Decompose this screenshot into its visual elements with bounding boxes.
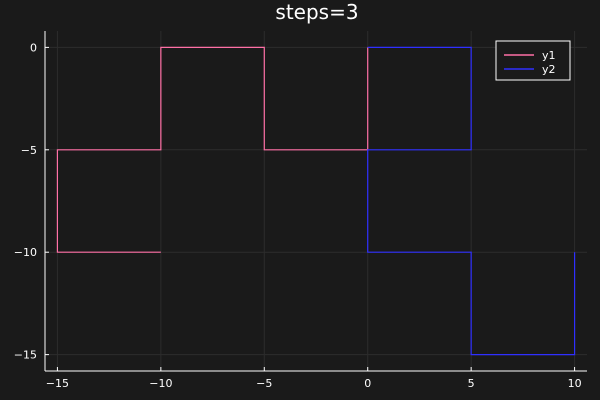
x-tick-label: −10 [149, 377, 172, 390]
legend-box [495, 40, 571, 81]
x-tick-label: 10 [568, 377, 582, 390]
series-line-y2 [367, 46, 576, 356]
data-series [56, 46, 576, 356]
chart-title: steps=3 [275, 0, 358, 24]
axes: −15 −10 −5 0 5 10 0 −5 −10 −15 [14, 31, 587, 390]
series-line-y1 [56, 46, 369, 253]
y-tick-label: 0 [30, 41, 37, 54]
x-tick-label: 0 [364, 377, 371, 390]
x-tick-label: −5 [256, 377, 272, 390]
y-tick-label: −15 [14, 349, 37, 362]
x-tick-label: −15 [46, 377, 69, 390]
legend-label-y2: y2 [542, 63, 556, 76]
y-tick-label: −5 [21, 144, 37, 157]
y-tick-label: −10 [14, 246, 37, 259]
legend-label-y1: y1 [542, 49, 556, 62]
x-tick-label: 5 [468, 377, 475, 390]
